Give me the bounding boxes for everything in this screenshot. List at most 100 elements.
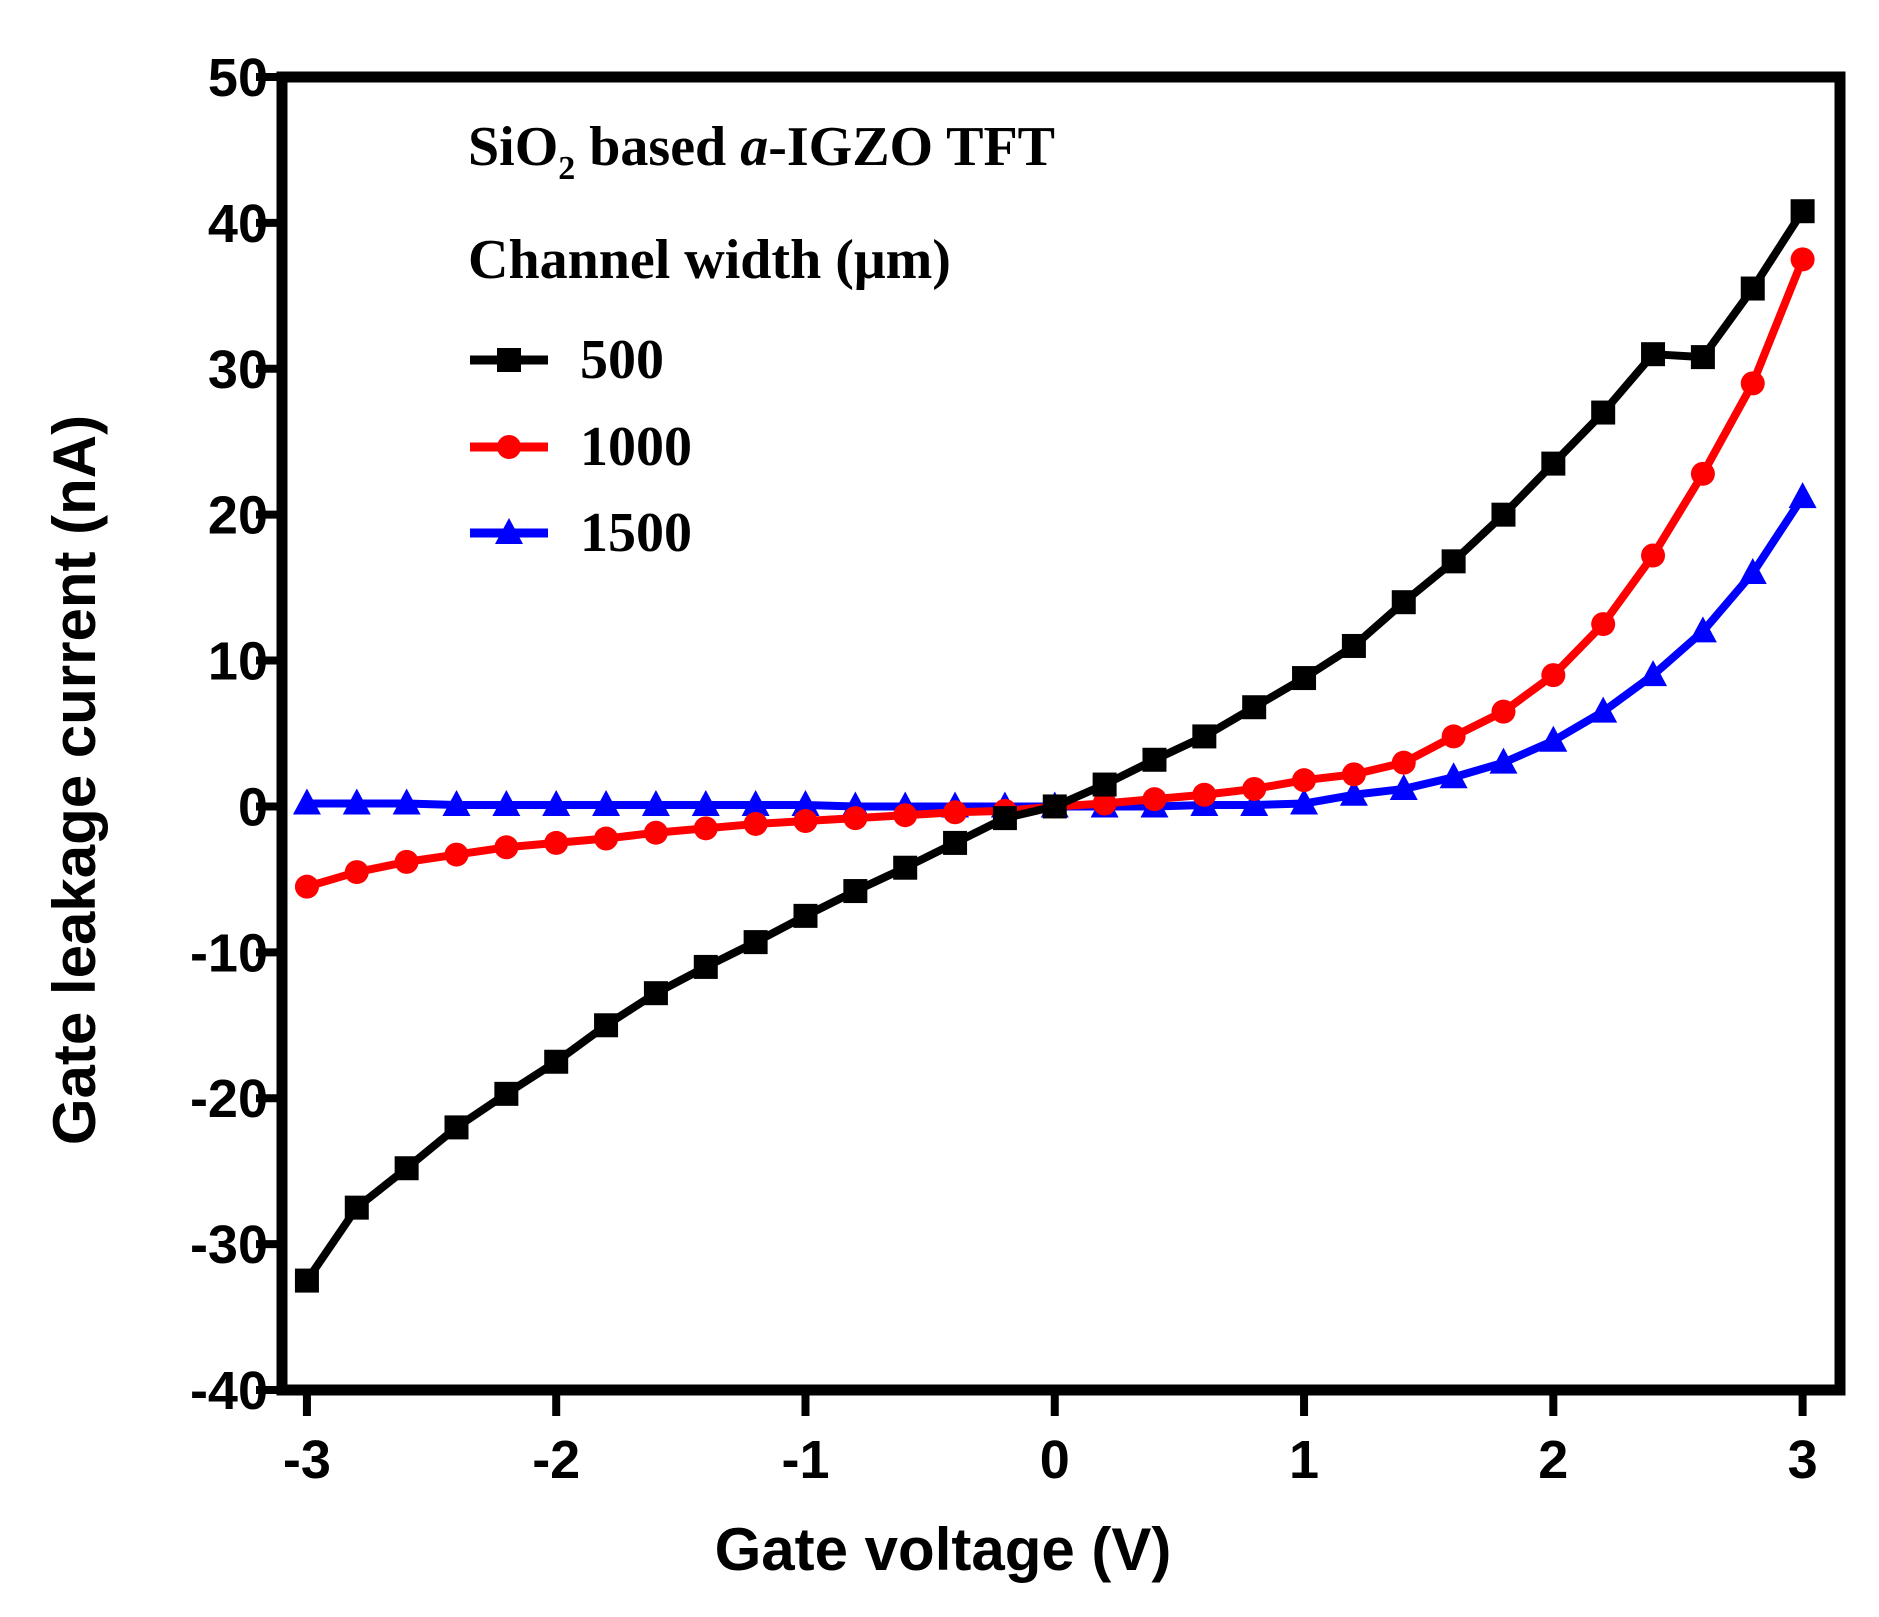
point-1000-6 — [594, 826, 619, 851]
point-1000-27 — [1641, 543, 1666, 568]
x-axis-label: Gate voltage (V) — [715, 1516, 1172, 1583]
point-500-8 — [693, 954, 718, 979]
point-500-19 — [1242, 695, 1267, 720]
point-1000-24 — [1491, 699, 1516, 724]
point-500-12 — [893, 855, 918, 880]
point-1000-10 — [793, 809, 818, 834]
x-tick-label-0: -3 — [283, 1430, 331, 1490]
legend: 500 1000 1500 — [470, 329, 692, 564]
point-1000-16 — [1092, 791, 1117, 816]
x-tick-label-6: 3 — [1788, 1430, 1818, 1490]
point-1500-29 — [1738, 558, 1767, 585]
point-1500-1 — [342, 788, 371, 815]
point-500-21 — [1341, 633, 1366, 658]
point-1000-13 — [943, 800, 968, 825]
plot-frame — [276, 71, 1846, 1396]
x-tick-label-5: 2 — [1538, 1430, 1568, 1490]
point-500-6 — [594, 1013, 619, 1038]
point-500-22 — [1391, 590, 1416, 615]
point-500-1 — [344, 1195, 369, 1220]
point-1500-2 — [392, 788, 421, 815]
x-tick-label-3: 0 — [1040, 1430, 1070, 1490]
y-tick-label-6: 20 — [208, 486, 268, 546]
x-tick-label-1: -2 — [532, 1430, 580, 1490]
point-1500-27 — [1639, 660, 1668, 687]
point-1500-20 — [1290, 788, 1319, 815]
legend-marker-1500 — [495, 518, 523, 544]
point-1000-18 — [1192, 782, 1217, 807]
point-500-14 — [992, 806, 1017, 831]
point-500-26 — [1591, 400, 1616, 425]
y-tick-label-0: -40 — [190, 1361, 268, 1421]
point-1000-5 — [544, 830, 569, 855]
legend-entry-500: 500 — [470, 329, 664, 391]
legend-label-1500: 1500 — [580, 502, 692, 564]
point-500-15 — [1042, 794, 1067, 819]
point-500-27 — [1641, 342, 1666, 367]
point-1000-23 — [1441, 724, 1466, 749]
point-1500-9 — [741, 789, 770, 816]
point-500-20 — [1292, 666, 1317, 691]
point-1500-21 — [1339, 779, 1368, 806]
y-tick-label-9: 50 — [208, 48, 268, 108]
point-1000-28 — [1690, 461, 1715, 486]
point-1500-4 — [492, 789, 521, 816]
point-500-0 — [294, 1268, 319, 1293]
legend-entry-1500: 1500 — [470, 502, 692, 564]
point-1000-7 — [643, 820, 668, 845]
point-1000-21 — [1341, 762, 1366, 787]
point-1500-28 — [1688, 616, 1717, 643]
point-1000-2 — [394, 849, 419, 874]
point-500-9 — [743, 930, 768, 955]
legend-marker-500 — [497, 348, 521, 372]
x-tick-label-2: -1 — [781, 1430, 829, 1490]
point-1000-20 — [1292, 768, 1317, 793]
series-group — [292, 199, 1817, 1293]
legend-label-1000: 1000 — [580, 416, 692, 478]
legend-label-500: 500 — [580, 329, 664, 391]
point-1500-3 — [442, 789, 471, 816]
y-tick-label-7: 30 — [208, 340, 268, 400]
point-500-10 — [793, 903, 818, 928]
y-tick-label-2: -20 — [190, 1069, 268, 1129]
annotation-subscript: 2 — [558, 150, 575, 187]
point-1500-5 — [542, 789, 571, 816]
point-1500-8 — [691, 789, 720, 816]
point-500-28 — [1690, 345, 1715, 370]
point-1000-0 — [294, 874, 319, 899]
point-1000-25 — [1541, 663, 1566, 688]
point-500-25 — [1541, 451, 1566, 476]
annotation-mid: based — [575, 116, 740, 178]
point-1000-19 — [1242, 776, 1267, 801]
annotation-title: SiO2 based a-IGZO TFT — [468, 116, 1055, 187]
point-500-18 — [1192, 724, 1217, 749]
x-tick-label-4: 1 — [1289, 1430, 1319, 1490]
point-1000-3 — [444, 842, 469, 867]
point-1000-9 — [743, 811, 768, 836]
annotation-italic: a — [740, 116, 768, 178]
point-1000-12 — [893, 803, 918, 828]
annotation-prefix: SiO — [468, 116, 558, 178]
point-500-3 — [444, 1115, 469, 1140]
y-tick-label-5: 10 — [208, 632, 268, 692]
annotation-channel-width: Channel width (μm) — [468, 229, 951, 291]
point-1500-7 — [641, 789, 670, 816]
point-1500-10 — [791, 789, 820, 816]
annotation-suffix: -IGZO TFT — [768, 116, 1055, 178]
point-1000-22 — [1391, 750, 1416, 775]
point-500-23 — [1441, 549, 1466, 574]
y-tick-label-4: 0 — [238, 777, 268, 837]
point-1500-23 — [1439, 762, 1468, 789]
y-tick-label-3: -10 — [190, 923, 268, 983]
legend-annotation: SiO2 based a-IGZO TFT Channel width (μm) — [468, 116, 1055, 291]
point-1000-29 — [1740, 371, 1765, 396]
point-500-13 — [943, 830, 968, 855]
point-500-2 — [394, 1156, 419, 1181]
point-500-16 — [1092, 772, 1117, 797]
point-500-5 — [544, 1049, 569, 1074]
point-1500-22 — [1389, 773, 1418, 800]
legend-marker-1000 — [497, 435, 521, 459]
point-500-4 — [494, 1081, 519, 1106]
